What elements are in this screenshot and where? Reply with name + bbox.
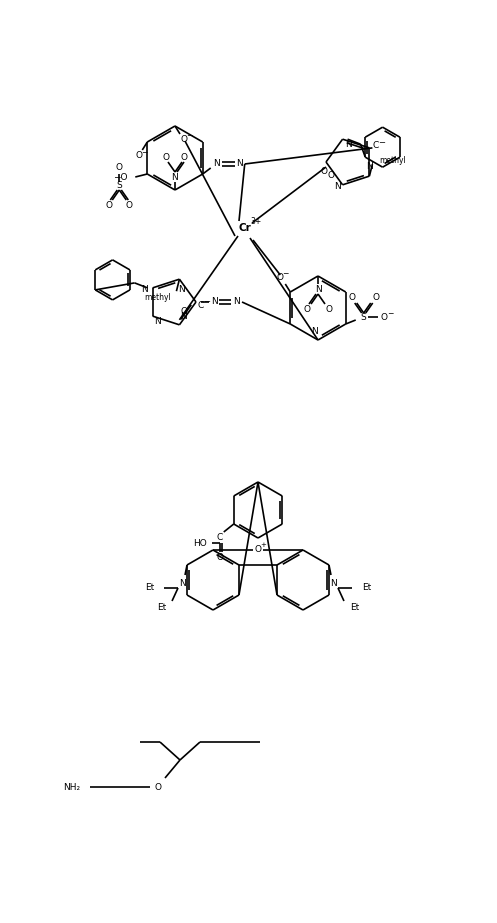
Text: N: N bbox=[234, 297, 241, 306]
Text: O: O bbox=[181, 307, 188, 317]
Text: −: − bbox=[186, 131, 192, 140]
Text: methyl: methyl bbox=[379, 156, 406, 164]
Text: N: N bbox=[171, 173, 178, 182]
Text: O: O bbox=[254, 545, 261, 555]
Text: N: N bbox=[315, 285, 322, 294]
Text: O: O bbox=[116, 163, 123, 173]
Text: C: C bbox=[217, 533, 223, 543]
Text: −: − bbox=[388, 309, 394, 318]
Text: O: O bbox=[155, 783, 162, 792]
Text: N: N bbox=[366, 162, 373, 171]
Text: N: N bbox=[345, 139, 352, 149]
Text: N: N bbox=[311, 328, 318, 337]
Text: −: − bbox=[378, 138, 385, 148]
Text: −O: −O bbox=[113, 173, 127, 182]
Text: O: O bbox=[348, 294, 355, 303]
Text: methyl: methyl bbox=[145, 293, 171, 302]
Text: O: O bbox=[163, 152, 169, 162]
Text: NH₂: NH₂ bbox=[63, 783, 80, 792]
Text: N: N bbox=[178, 579, 185, 588]
Text: N: N bbox=[141, 285, 148, 294]
Text: Et: Et bbox=[145, 583, 154, 593]
Text: O: O bbox=[380, 313, 387, 321]
Text: Et: Et bbox=[157, 604, 166, 613]
Text: 3+: 3+ bbox=[250, 218, 261, 226]
Text: Cr: Cr bbox=[239, 223, 251, 233]
Text: O: O bbox=[106, 200, 113, 210]
Text: O: O bbox=[216, 553, 223, 561]
Text: −: − bbox=[203, 297, 211, 306]
Text: O: O bbox=[328, 171, 334, 179]
Text: −: − bbox=[282, 270, 288, 279]
Text: N: N bbox=[154, 317, 161, 326]
Text: O: O bbox=[304, 305, 311, 314]
Text: O: O bbox=[126, 200, 133, 210]
Text: HO: HO bbox=[193, 538, 207, 547]
Text: N: N bbox=[211, 297, 217, 306]
Text: Et: Et bbox=[350, 604, 359, 613]
Text: O: O bbox=[136, 151, 143, 161]
Text: N: N bbox=[178, 284, 185, 294]
Text: Et: Et bbox=[362, 583, 371, 593]
Text: C: C bbox=[198, 301, 204, 309]
Text: +: + bbox=[260, 542, 266, 548]
Text: N: N bbox=[237, 160, 243, 169]
Text: O: O bbox=[180, 152, 187, 162]
Text: S: S bbox=[361, 313, 367, 321]
Text: O: O bbox=[321, 167, 328, 176]
Text: O: O bbox=[326, 305, 332, 314]
Text: N: N bbox=[180, 312, 187, 321]
Text: O: O bbox=[180, 135, 187, 143]
Text: N: N bbox=[334, 183, 341, 191]
Text: N: N bbox=[213, 160, 220, 169]
Text: C: C bbox=[372, 141, 379, 150]
Text: O: O bbox=[277, 272, 284, 282]
Text: S: S bbox=[116, 182, 122, 190]
Text: N: N bbox=[331, 579, 337, 588]
Text: −: − bbox=[141, 149, 148, 158]
Text: O: O bbox=[372, 294, 379, 303]
